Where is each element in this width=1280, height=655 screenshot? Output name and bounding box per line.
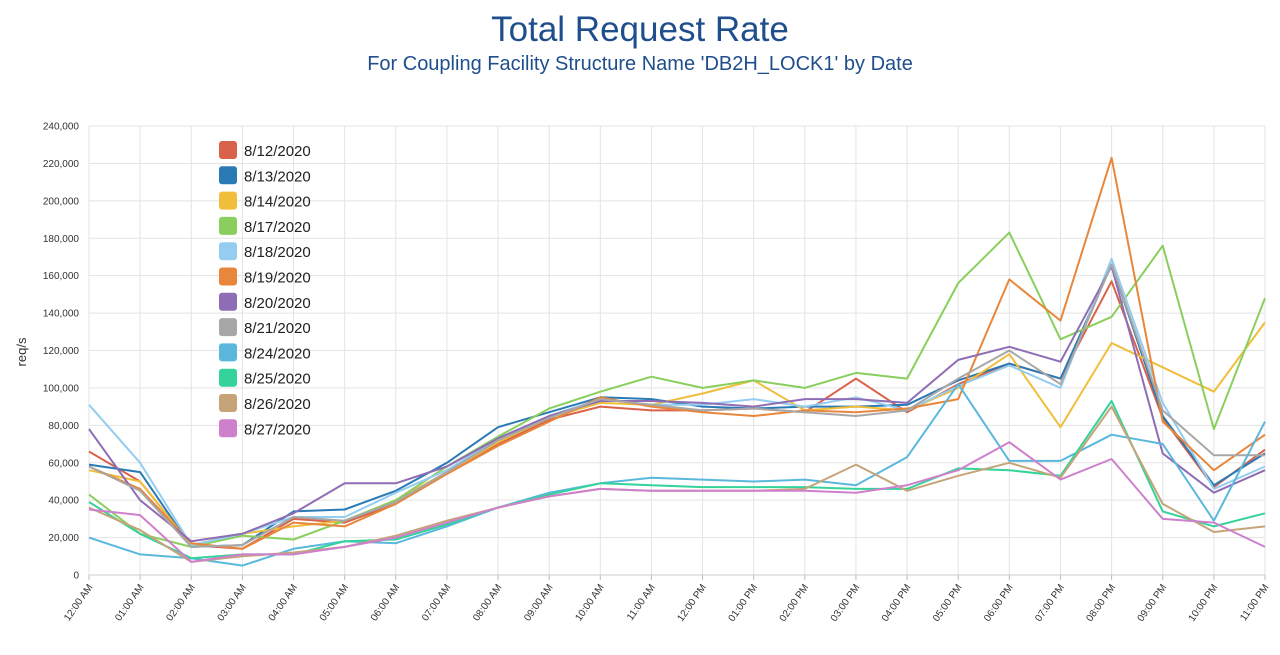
x-tick-label: 12:00 AM — [62, 582, 95, 623]
legend-label[interactable]: 8/25/2020 — [244, 371, 311, 388]
legend-label[interactable]: 8/24/2020 — [244, 345, 311, 362]
x-tick-label: 04:00 AM — [267, 582, 300, 623]
series-line-6 — [88, 265, 1266, 543]
series-layer — [88, 156, 1266, 567]
series-line-7 — [88, 263, 1265, 548]
y-tick-label: 160,000 — [43, 271, 80, 282]
legend-swatch[interactable] — [219, 141, 237, 159]
legend-label[interactable]: 8/17/2020 — [244, 219, 311, 236]
series-line-8 — [88, 383, 1266, 567]
x-tick-label: 01:00 PM — [727, 582, 761, 623]
x-tick-label: 10:00 AM — [574, 582, 607, 623]
legend-swatch[interactable] — [219, 242, 237, 261]
x-tick-label: 02:00 PM — [778, 582, 812, 623]
chart-title: Total Request Rate — [491, 10, 789, 49]
x-tick-label: 05:00 PM — [931, 582, 965, 623]
y-tick-label: 200,000 — [43, 196, 80, 207]
x-tick-label: 12:00 PM — [675, 582, 709, 623]
y-tick-label: 100,000 — [43, 383, 80, 394]
legend-label[interactable]: 8/13/2020 — [244, 168, 311, 185]
x-tick-label: 06:00 AM — [369, 582, 402, 623]
legend-label[interactable]: 8/19/2020 — [244, 270, 311, 287]
x-tick-label: 04:00 PM — [880, 582, 914, 623]
chart-subtitle: For Coupling Facility Structure Name 'DB… — [367, 53, 913, 75]
x-axis: 12:00 AM 01:00 AM 02:00 AM 03:00 AM 04:00 AM… — [62, 574, 1271, 624]
x-tick-label: 08:00 PM — [1084, 582, 1118, 623]
y-tick-label: 180,000 — [43, 234, 80, 245]
y-tick-label: 40,000 — [48, 496, 79, 507]
legend-swatch[interactable] — [219, 166, 237, 185]
legend-label[interactable]: 8/14/2020 — [244, 194, 311, 211]
x-tick-label: 05:00 AM — [318, 582, 351, 623]
x-tick-label: 11:00 AM — [625, 582, 658, 622]
legend-swatch[interactable] — [219, 419, 237, 438]
x-tick-label: 06:00 PM — [982, 582, 1016, 623]
y-axis-label: req/s — [14, 337, 29, 366]
y-tick-label: 0 — [73, 571, 79, 582]
y-tick-label: 120,000 — [43, 346, 80, 357]
legend-swatch[interactable] — [219, 191, 237, 210]
legend-swatch[interactable] — [219, 216, 237, 235]
legend-label[interactable]: 8/20/2020 — [244, 295, 311, 312]
legend-label[interactable]: 8/18/2020 — [244, 244, 311, 261]
legend-swatch[interactable] — [219, 394, 237, 412]
legend-label[interactable]: 8/26/2020 — [244, 396, 311, 413]
y-tick-label: 140,000 — [43, 309, 80, 320]
x-tick-label: 02:00 AM — [164, 582, 197, 623]
y-tick-label: 240,000 — [43, 122, 80, 133]
x-tick-label: 03:00 AM — [216, 582, 249, 623]
legend-swatch[interactable] — [219, 267, 237, 286]
x-tick-label: 09:00 AM — [522, 582, 555, 623]
legend-label[interactable]: 8/12/2020 — [244, 143, 311, 160]
legend-swatch[interactable] — [219, 343, 237, 362]
legend-swatch[interactable] — [219, 292, 237, 311]
legend-label[interactable]: 8/21/2020 — [244, 320, 311, 337]
y-tick-label: 80,000 — [48, 421, 79, 432]
y-tick-label: 20,000 — [48, 533, 79, 544]
legend: 8/12/2020 8/13/2020 8/14/2020 8/17/2020 8/18… — [219, 141, 311, 438]
x-tick-label: 07:00 AM — [420, 582, 453, 623]
y-tick-label: 60,000 — [48, 458, 79, 469]
x-tick-label: 01:00 AM — [113, 582, 146, 623]
legend-swatch[interactable] — [219, 368, 237, 387]
x-tick-label: 09:00 PM — [1136, 582, 1170, 623]
y-tick-label: 220,000 — [43, 159, 80, 170]
series-line-3 — [88, 231, 1266, 548]
x-tick-label: 08:00 AM — [471, 582, 504, 623]
legend-swatch[interactable] — [219, 318, 237, 337]
legend-label[interactable]: 8/27/2020 — [244, 421, 311, 438]
x-tick-label: 07:00 PM — [1033, 582, 1067, 623]
series-line-11 — [88, 441, 1266, 563]
series-line-5 — [88, 156, 1266, 550]
x-tick-label: 03:00 PM — [829, 582, 863, 623]
y-axis: 0 20,000 40,000 60,000 80,000 100,000 120,000 1… — [43, 122, 80, 582]
x-tick-label: 10:00 PM — [1187, 582, 1221, 623]
x-tick-label: 11:00 PM — [1238, 582, 1271, 623]
